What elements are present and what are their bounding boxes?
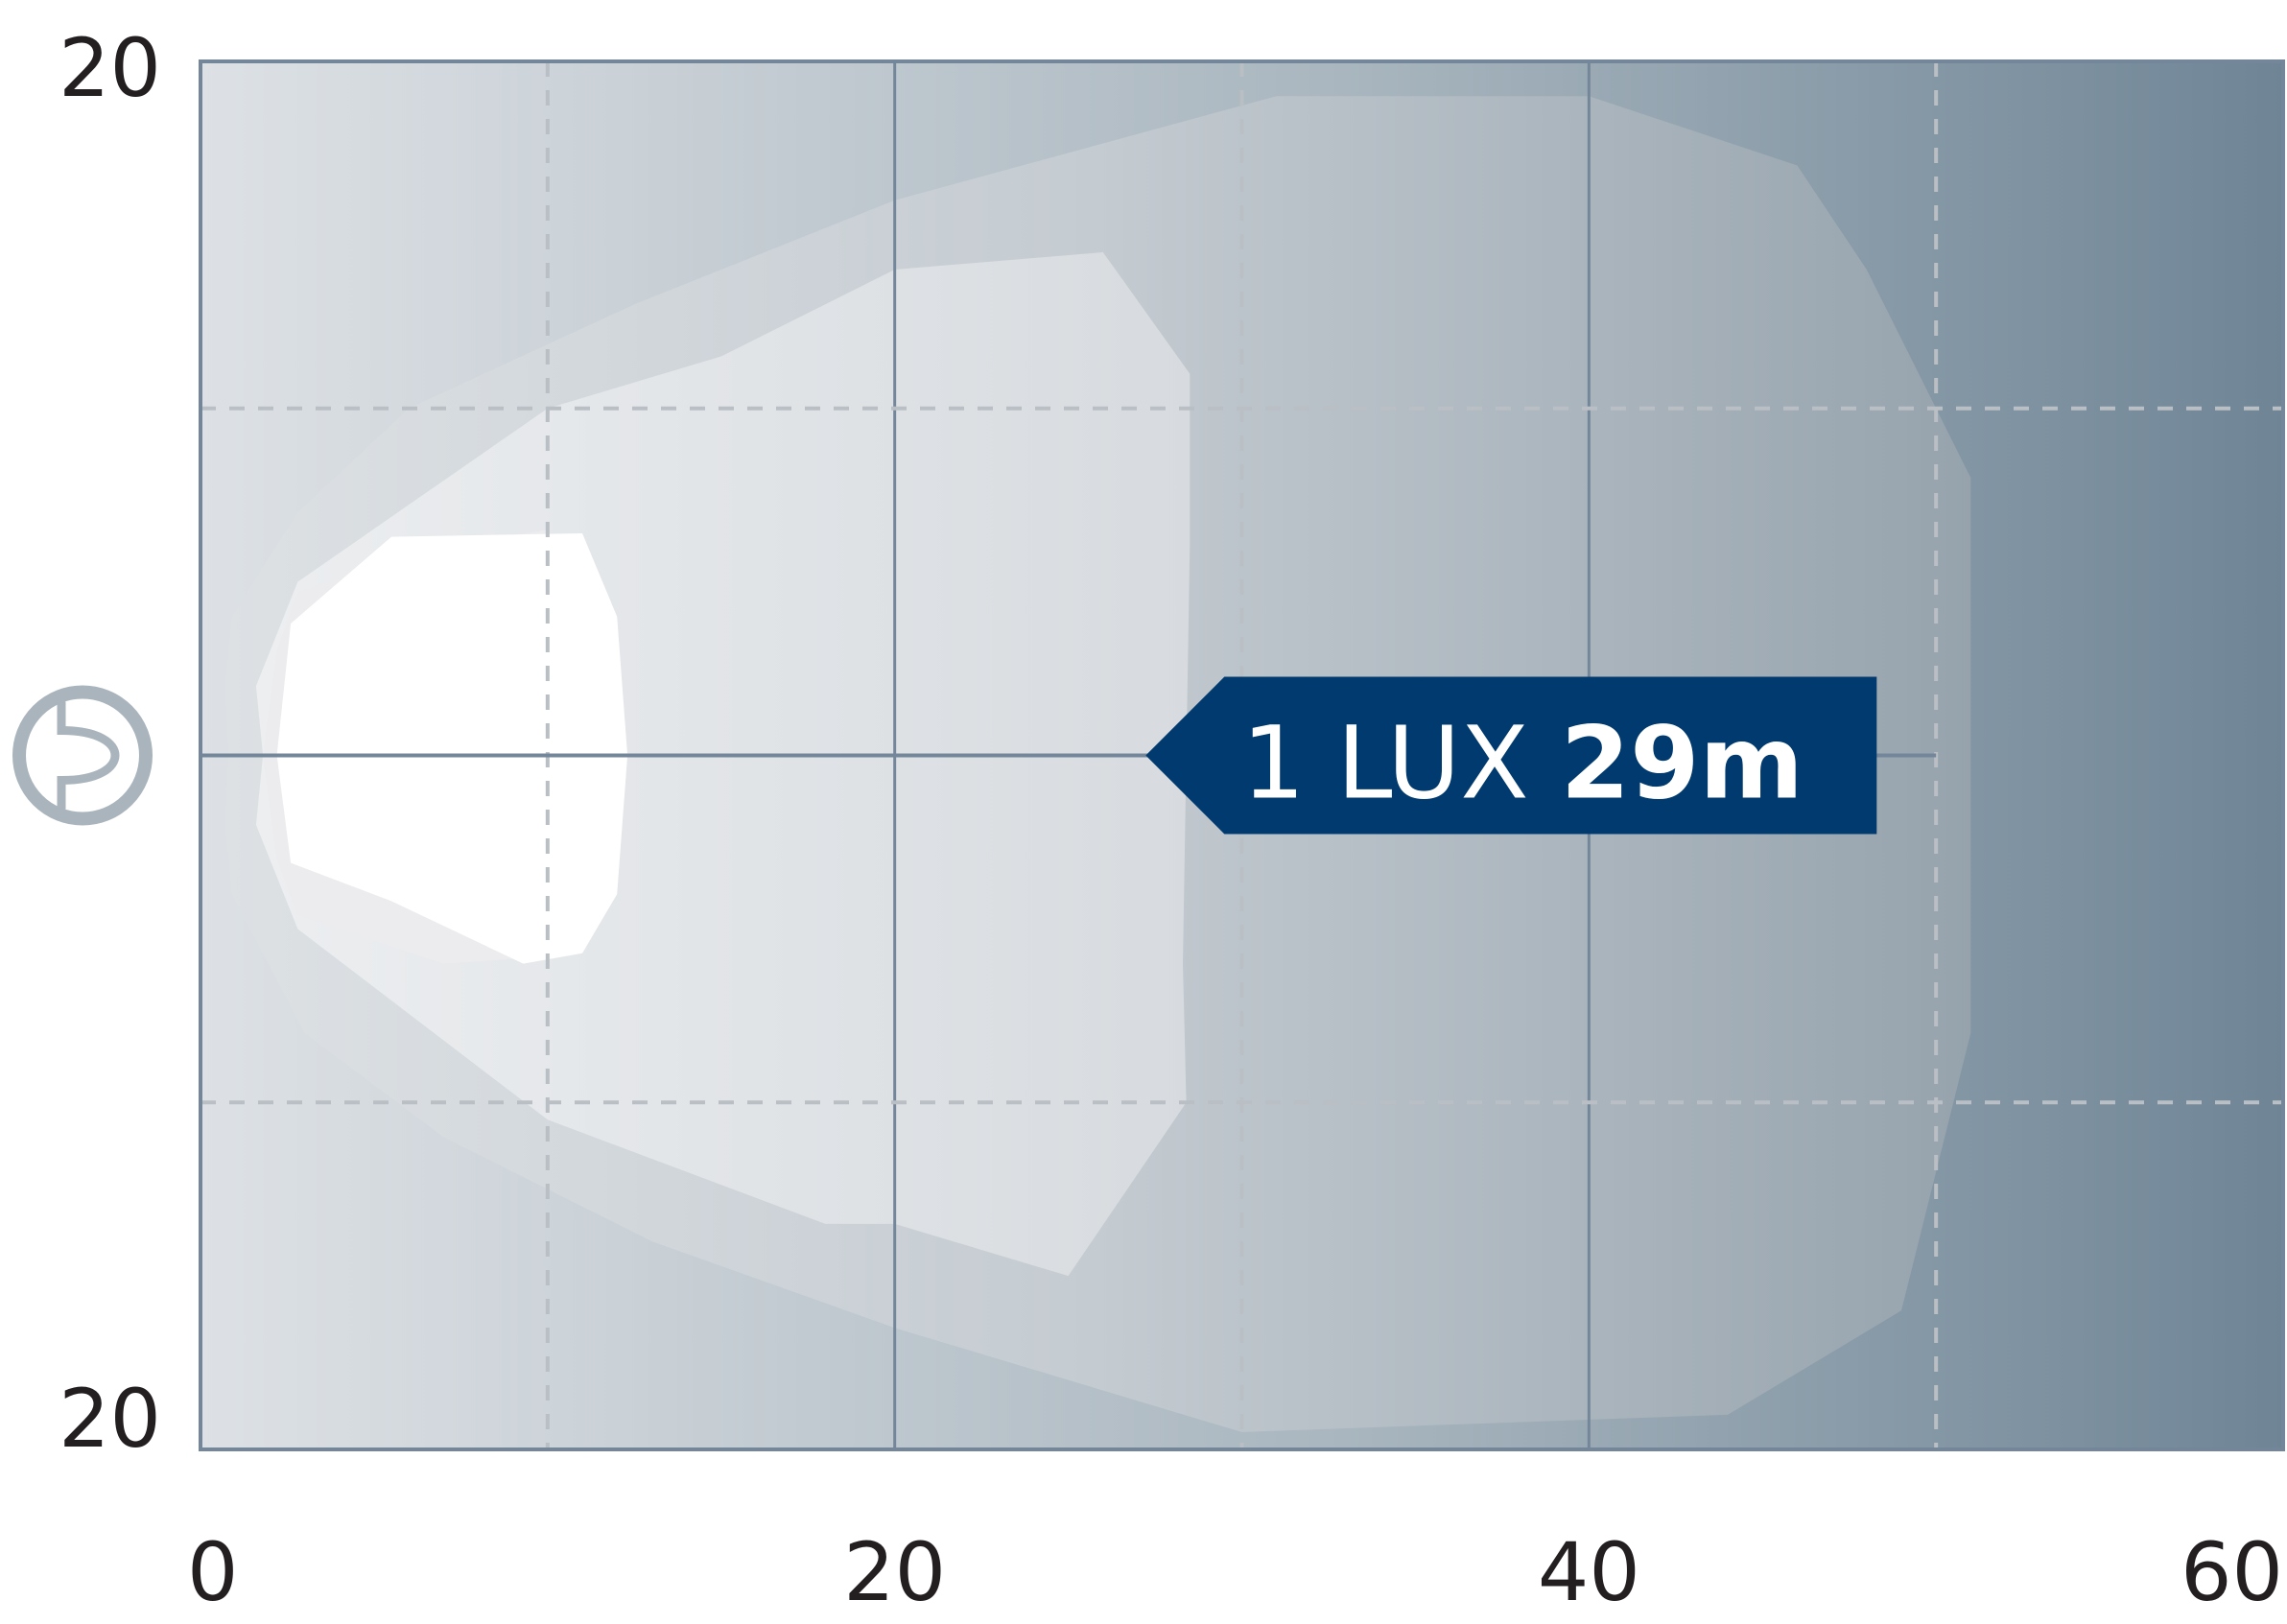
x-tick-label: 40 [1538, 1525, 1640, 1619]
lux-annotation: 1 LUX 29m [1145, 677, 1876, 835]
distance-label: 29m [1561, 705, 1804, 822]
x-tick-label: 20 [843, 1525, 946, 1619]
x-tick-label: 0 [187, 1525, 238, 1619]
lux-label: 1 LUX [1241, 705, 1560, 822]
x-tick-label: 60 [2181, 1525, 2283, 1619]
icon-ring [19, 693, 146, 819]
callout-text: 1 LUX 29m [1241, 705, 1804, 822]
icon-lamp-shape [61, 702, 115, 810]
y-tick-label: 20 [59, 21, 161, 115]
y-tick-label: 20 [59, 1372, 161, 1466]
work-light-icon [19, 693, 146, 819]
